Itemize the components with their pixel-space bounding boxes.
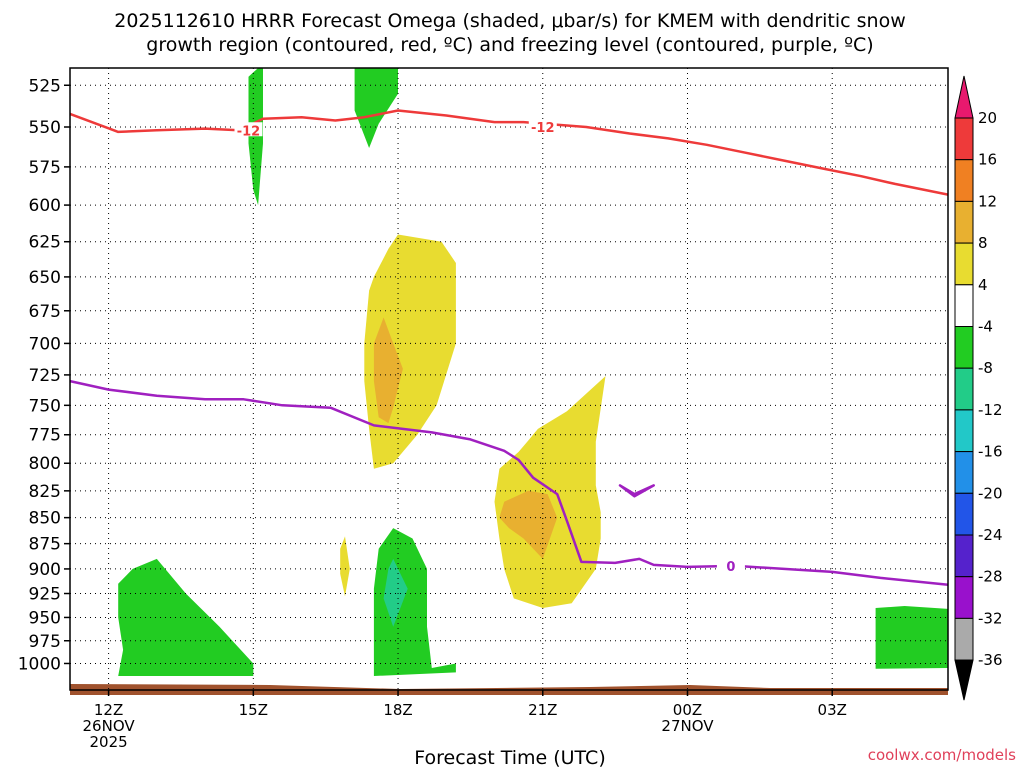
- y-tick-label-800: 800: [29, 454, 61, 474]
- x-axis-label: Forecast Time (UTC): [414, 747, 605, 768]
- omega-region-10: [383, 558, 408, 627]
- colorbar-label-2: 16: [978, 151, 997, 169]
- colorbar-label-6: -4: [978, 318, 993, 336]
- omega-region-11: [875, 606, 948, 669]
- colorbar-box-8: [954, 409, 974, 453]
- y-tick-label-1000: 1000: [18, 654, 61, 674]
- colorbar-label-11: -24: [978, 526, 1003, 544]
- colorbar-box-2: [954, 159, 974, 202]
- plot-background: [70, 68, 948, 690]
- contour-label-1-1: -12: [237, 124, 261, 139]
- contour-label-2-1: 0: [726, 560, 735, 575]
- y-tick-label-900: 900: [29, 560, 61, 580]
- y-tick-label-775: 775: [29, 426, 61, 446]
- omega-region-6: [248, 68, 263, 206]
- y-tick-label-825: 825: [29, 482, 61, 502]
- y-tick-label-875: 875: [29, 535, 61, 555]
- y-tick-label-925: 925: [29, 585, 61, 605]
- colorbar-box-5: [954, 284, 974, 327]
- y-tick-label-625: 625: [29, 233, 61, 253]
- x-tick-label-24-1: 03Z: [818, 701, 847, 719]
- colorbar-box-7: [954, 367, 974, 411]
- y-tick-label-700: 700: [29, 334, 61, 354]
- colorbar-box-13: [954, 617, 974, 661]
- plot-area: -12 -12 0: [69, 67, 949, 695]
- x-tick-label-15-1: 18Z: [383, 701, 412, 719]
- y-tick-label-850: 850: [29, 509, 61, 529]
- contour-label-bg-2-1: [716, 557, 745, 572]
- x-tick-label-21-2: 27NOV: [661, 717, 714, 735]
- colorbar-label-8: -12: [978, 401, 1003, 419]
- colorbar-label-14: -36: [978, 651, 1003, 669]
- plot-frame: [69, 67, 949, 691]
- colorbar-label-1: 20: [978, 109, 997, 127]
- colorbar-label-9: -16: [978, 443, 1003, 461]
- contour-label-bg-1-1: [234, 122, 263, 137]
- colorbar-label-13: -32: [978, 609, 1003, 627]
- colorbar-label-5: 4: [978, 276, 988, 294]
- y-axis: 525 550 575 600 625 650 675 700 725 750 775 800 825 8…: [18, 76, 70, 674]
- colorbar-box-10: [954, 492, 974, 536]
- contour-label-bg-1-2: [528, 119, 557, 134]
- omega-region-7: [354, 68, 398, 148]
- colorbar-box-11: [954, 534, 974, 578]
- omega-region-5: [340, 536, 350, 597]
- y-tick-label-650: 650: [29, 268, 61, 288]
- colorbar-box-1: [954, 117, 974, 161]
- chart-title-line2: growth region (contoured, red, ºC) and f…: [146, 34, 873, 56]
- omega-region-2: [373, 317, 403, 424]
- y-tick-label-600: 600: [29, 196, 61, 216]
- contour-label-1-2: -12: [531, 121, 555, 136]
- colorbar-label-10: -20: [978, 484, 1003, 502]
- colorbar-box-9: [954, 451, 974, 494]
- colorbar-box-6: [954, 326, 974, 369]
- colorbar-label-12: -28: [978, 568, 1003, 586]
- y-tick-label-975: 975: [29, 632, 61, 652]
- x-tick-label-21-1: 00Z: [673, 701, 702, 719]
- y-tick-label-725: 725: [29, 366, 61, 386]
- x-tick-label-9-3: 2025: [89, 733, 127, 751]
- y-tick-label-525: 525: [29, 76, 61, 96]
- chart-title-line1: 2025112610 HRRR Forecast Omega (shaded, …: [114, 10, 906, 32]
- colorbar-label-4: 8: [978, 234, 988, 252]
- omega-region-4: [499, 490, 558, 559]
- colorbar-box-3: [954, 200, 974, 244]
- contour-line-1: [69, 109, 949, 196]
- contour-line-3: [618, 484, 655, 498]
- colorbar-box-12: [954, 576, 974, 619]
- colorbar-label-3: 12: [978, 192, 997, 210]
- colorbar-bottom-triangle: [954, 659, 974, 701]
- x-tick-label-18-1: 21Z: [528, 701, 557, 719]
- x-tick-label-12-1: 15Z: [239, 701, 268, 719]
- x-tick-label-9-1: 12Z: [94, 701, 123, 719]
- x-tick-label-9-2: 26NOV: [83, 717, 136, 735]
- y-tick-label-550: 550: [29, 118, 61, 138]
- y-tick-label-950: 950: [29, 608, 61, 628]
- colorbar-box-4: [954, 242, 974, 286]
- colorbar-top-triangle: [954, 75, 974, 119]
- site-credit: coolwx.com/models: [868, 746, 1016, 764]
- colorbar-label-7: -8: [978, 359, 993, 377]
- y-tick-label-575: 575: [29, 158, 61, 178]
- colorbar: 20 16 12 8 4 -4 -8 -12 -16 -20 -24 -28 -32 -36: [954, 75, 1003, 701]
- y-tick-label-750: 750: [29, 396, 61, 416]
- y-tick-label-675: 675: [29, 302, 61, 322]
